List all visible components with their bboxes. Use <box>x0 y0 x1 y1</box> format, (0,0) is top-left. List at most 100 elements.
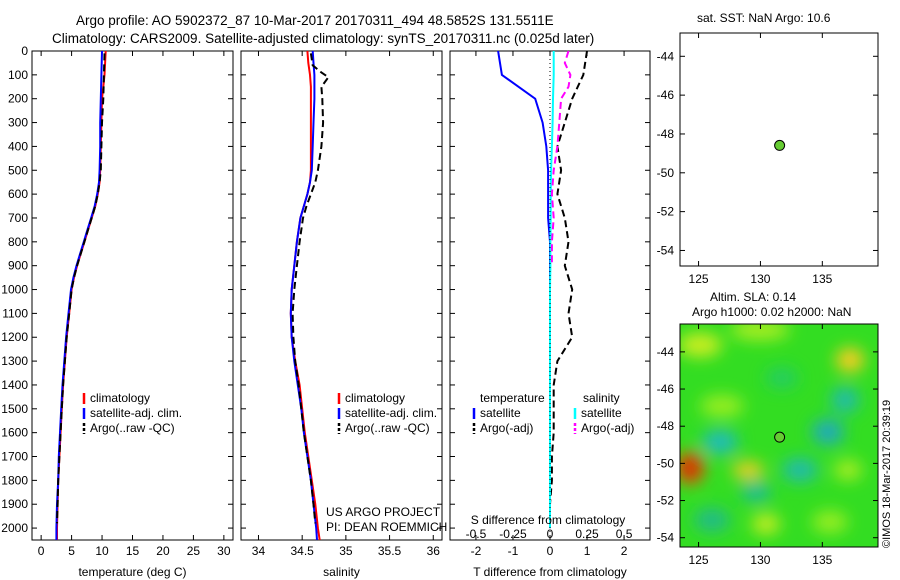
salinity-frame <box>240 50 443 541</box>
depth-tick-label: 1300 <box>1 354 28 368</box>
temperature-xtick-label: 5 <box>68 544 75 558</box>
sla-map-ytick-label: -52 <box>657 494 675 508</box>
salinity-panel: 34 34.5 35 35.5 36 salinity climatologysatelli… <box>240 50 447 579</box>
sla-map-xtick-label: 125 <box>689 553 709 567</box>
temperature-legend-label: Argo(..raw -QC) <box>90 421 175 435</box>
sst-map-frame <box>679 32 879 267</box>
sst-map-ytick-label: -44 <box>657 49 675 63</box>
sst-map-ytick-label: -50 <box>657 166 675 180</box>
sla-map-panel: 125 130 135 -44 -46 -48 -50 -52 -54 <box>657 323 879 567</box>
difference-xtick-label: 0 <box>547 544 554 558</box>
difference-xtick-label: 1 <box>584 544 591 558</box>
depth-tick-label: 2000 <box>1 521 28 535</box>
depth-tick-label: 100 <box>8 68 28 82</box>
sla-map-ytick-label: -54 <box>657 531 675 545</box>
salinity-legend-label: climatology <box>345 391 405 405</box>
diff-legend-label: Argo(-adj) <box>480 421 533 435</box>
sst-map-panel: 125 130 135 -44 -46 -48 -50 -52 -54 <box>657 32 879 286</box>
depth-tick-label: 1200 <box>1 330 28 344</box>
sla-map-ytick-label: -44 <box>657 345 675 359</box>
sdiff-tick-label: 0.25 <box>575 527 599 541</box>
sst-map-ytick-label: -46 <box>657 88 675 102</box>
sla-map-title-2: Argo h1000: 0.02 h2000: NaN <box>692 305 851 319</box>
sdiff-axis-label: S difference from climatology <box>471 513 626 527</box>
sst-map-xtick-label: 125 <box>689 272 709 286</box>
difference-xtick-label: -2 <box>471 544 482 558</box>
temperature-panel: 0 5 10 15 20 25 300100200300400500600700800900… <box>1 44 234 579</box>
salinity-xtick-label: 34 <box>252 544 266 558</box>
depth-tick-label: 1600 <box>1 426 28 440</box>
salinity-legend-label: satellite-adj. clim. <box>345 406 437 420</box>
sst-map-ytick-label: -52 <box>657 205 675 219</box>
sst-map-ytick-label: -48 <box>657 127 675 141</box>
difference-series-line <box>497 50 551 529</box>
salinity-series-line <box>289 50 321 541</box>
depth-tick-label: 1100 <box>2 306 28 320</box>
depth-tick-label: 1700 <box>1 450 28 464</box>
imos-stamp: ©IMOS 18-Mar-2017 20:39:19 <box>881 400 893 548</box>
temperature-xlabel: temperature (deg C) <box>78 565 186 579</box>
sla-heatmap <box>680 324 878 547</box>
difference-xtick-label: -1 <box>508 544 519 558</box>
sdiff-tick-label: -0.25 <box>499 527 527 541</box>
sst-map-xtick-label: 130 <box>750 272 770 286</box>
sdiff-tick-label: 0 <box>547 527 554 541</box>
difference-series-line <box>550 50 572 266</box>
pi-annotation: PI: DEAN ROEMMICH <box>326 520 447 534</box>
sla-map-ytick-label: -50 <box>657 456 675 470</box>
sla-map-xtick-label: 130 <box>750 553 770 567</box>
sla-map-ytick-label: -46 <box>657 382 675 396</box>
temperature-legend-label: satellite-adj. clim. <box>90 406 182 420</box>
sst-map-argo-marker <box>774 139 786 151</box>
sdiff-tick-label: 0.5 <box>616 527 633 541</box>
temperature-series-line <box>55 50 103 540</box>
depth-tick-label: 1900 <box>1 497 28 511</box>
salinity-xlabel: salinity <box>323 565 360 579</box>
depth-tick-label: 1800 <box>1 473 28 487</box>
difference-xtick-label: 2 <box>621 544 628 558</box>
sla-map-frame <box>679 323 879 548</box>
difference-series-line <box>549 51 555 529</box>
depth-tick-label: 900 <box>8 259 28 273</box>
diff-legend-label: satellite <box>581 406 622 420</box>
depth-tick-label: 700 <box>8 211 28 225</box>
sst-map-title: sat. SST: NaN Argo: 10.6 <box>697 11 831 25</box>
temperature-xtick-label: 25 <box>187 544 201 558</box>
difference-panel: -2 -1 0 1 2 T difference from climatology -0.5… <box>449 50 651 579</box>
sst-map-xtick-label: 135 <box>812 272 832 286</box>
diff-legend-label: Argo(-adj) <box>581 421 634 435</box>
sla-map-title-1: Altim. SLA: 0.14 <box>710 290 796 304</box>
temperature-series-line <box>56 50 107 540</box>
depth-tick-label: 1500 <box>1 402 28 416</box>
sla-map-ytick-label: -48 <box>657 419 675 433</box>
salinity-series-line <box>291 53 330 524</box>
sst-map-ytick-label: -54 <box>657 243 675 257</box>
salinity-xtick-label: 35.5 <box>378 544 402 558</box>
temperature-legend-label: climatology <box>90 391 150 405</box>
temperature-series-line <box>56 53 106 524</box>
depth-tick-label: 400 <box>8 139 28 153</box>
diff-legend-title-temperature: temperature <box>480 391 545 405</box>
diff-legend-label: satellite <box>480 406 521 420</box>
salinity-xtick-label: 34.5 <box>290 544 314 558</box>
temperature-xtick-label: 30 <box>217 544 231 558</box>
difference-xlabel: T difference from climatology <box>473 565 627 579</box>
temperature-frame <box>31 50 234 541</box>
depth-tick-label: 300 <box>8 116 28 130</box>
temperature-xtick-label: 20 <box>156 544 170 558</box>
depth-tick-label: 1000 <box>1 283 28 297</box>
header-line2: Climatology: CARS2009. Satellite-adjuste… <box>52 31 594 46</box>
depth-tick-label: 600 <box>8 187 28 201</box>
salinity-xtick-label: 35 <box>339 544 353 558</box>
depth-tick-label: 200 <box>8 92 28 106</box>
salinity-legend-label: Argo(..raw -QC) <box>345 421 430 435</box>
depth-tick-label: 500 <box>8 163 28 177</box>
salinity-xtick-label: 36 <box>427 544 441 558</box>
project-annotation: US ARGO PROJECT <box>326 505 441 519</box>
header-line1: Argo profile: AO 5902372_87 10-Mar-2017 … <box>76 13 554 28</box>
depth-tick-label: 0 <box>21 44 28 58</box>
sla-map-xtick-label: 135 <box>812 553 832 567</box>
diff-legend-title-salinity: salinity <box>583 391 620 405</box>
temperature-xtick-label: 10 <box>95 544 109 558</box>
